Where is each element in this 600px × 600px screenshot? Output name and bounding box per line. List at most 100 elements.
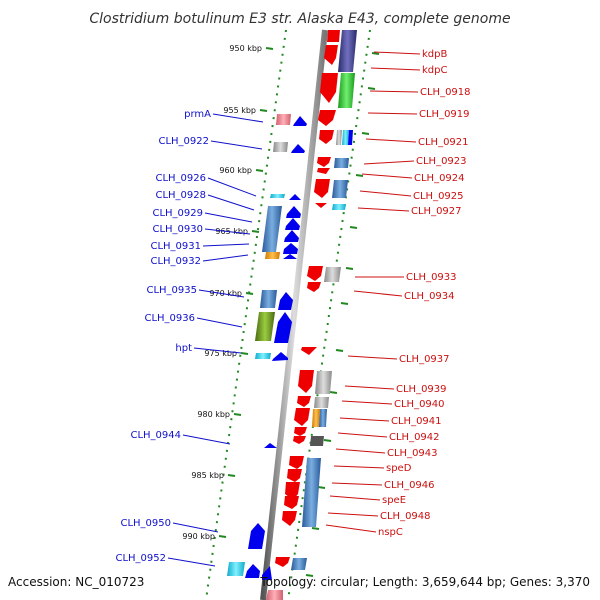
scale-tick (355, 174, 364, 177)
leader-line (182, 434, 231, 445)
leader-line (361, 173, 413, 179)
gene-label[interactable]: CLH_0942 (389, 432, 440, 443)
gene-label[interactable]: CLH_0929 (152, 208, 203, 219)
leader-line (335, 448, 386, 454)
forward-gene-arrow (283, 254, 297, 259)
gene-label[interactable]: CLH_0930 (152, 224, 203, 235)
leader-line (325, 524, 377, 533)
map-title: Clostridium botulinum E3 str. Alaska E43… (89, 11, 510, 27)
gene-label[interactable]: CLH_0921 (418, 137, 469, 148)
scale-label: 955 kbp (223, 106, 256, 115)
scale-tick (233, 413, 242, 416)
scale-tick (251, 230, 260, 233)
leader-line (167, 557, 216, 567)
gene-label[interactable]: kdpC (422, 65, 447, 76)
gene-label[interactable]: hpt (175, 343, 192, 354)
scale-label: 975 kbp (204, 349, 237, 358)
gene-box (255, 353, 271, 359)
leader-line (373, 51, 421, 55)
forward-gene-arrow (285, 218, 300, 230)
gene-label[interactable]: CLH_0944 (130, 430, 181, 441)
gene-label[interactable]: CLH_0934 (404, 291, 455, 302)
reverse-gene-arrow (287, 469, 302, 482)
reverse-gene-arrow (298, 370, 314, 393)
forward-gene-arrow (293, 116, 307, 126)
scale-tick (345, 267, 354, 270)
gene-label[interactable]: CLH_0918 (420, 87, 471, 98)
gene-label[interactable]: CLH_0927 (411, 206, 462, 217)
leader-line (344, 385, 395, 390)
gene-box (265, 252, 280, 259)
leader-line (207, 194, 255, 211)
gene-label[interactable]: CLH_0922 (158, 136, 209, 147)
gene-label[interactable]: prmA (184, 109, 211, 120)
scale-tick (255, 169, 264, 172)
gene-label[interactable]: speD (386, 463, 412, 474)
gene-label[interactable]: kdpB (422, 49, 447, 60)
gene-label[interactable]: CLH_0931 (150, 241, 201, 252)
gene-label[interactable]: CLH_0925 (413, 191, 464, 202)
gene-label[interactable]: CLH_0950 (120, 518, 171, 529)
leader-line (367, 112, 418, 115)
gene-box (312, 409, 320, 427)
reverse-gene-arrow (320, 73, 338, 103)
gene-box (310, 436, 324, 446)
forward-gene-arrow (245, 564, 260, 578)
gene-label[interactable]: CLH_0923 (416, 156, 467, 167)
forward-gene-arrow (284, 230, 299, 242)
scale-tick (245, 292, 254, 295)
gene-label[interactable]: CLH_0946 (384, 480, 435, 491)
gene-label[interactable]: CLH_0940 (394, 399, 445, 410)
scale-label: 990 kbp (182, 532, 215, 541)
leader-line (202, 243, 250, 247)
accession-text: Accession: NC_010723 (8, 575, 144, 589)
gene-label[interactable]: CLH_0924 (414, 173, 465, 184)
forward-gene-arrow (248, 523, 265, 549)
left-gene-labels: prmA CLH_0922 CLH_0926 CLH_0928 CLH_0929… (115, 109, 211, 564)
scale-tick (371, 52, 380, 55)
scale-tick (305, 574, 314, 577)
reverse-gene-arrow (293, 436, 306, 444)
leader-line (207, 177, 257, 197)
gene-box (273, 142, 288, 152)
forward-gene-arrow (283, 243, 298, 254)
gene-label[interactable]: speE (382, 495, 406, 506)
scale-tick (317, 486, 326, 489)
reverse-gene-arrow (307, 266, 323, 281)
gene-label[interactable]: CLH_0936 (144, 313, 195, 324)
gene-label[interactable]: CLH_0939 (396, 384, 447, 395)
scale-tick (367, 87, 376, 90)
right-gene-labels: kdpB kdpC CLH_0918 CLH_0919 CLH_0921 CLH… (378, 49, 471, 538)
scale-label: 970 kbp (209, 289, 242, 298)
gene-label[interactable]: CLH_0932 (150, 256, 201, 267)
reverse-gene-arrow (282, 511, 297, 526)
forward-gene-arrow (272, 352, 288, 361)
leader-line (370, 67, 421, 71)
leader-line (204, 228, 251, 235)
gene-label[interactable]: CLH_0926 (155, 173, 206, 184)
gene-label[interactable]: CLH_0928 (155, 190, 206, 201)
gene-label[interactable]: CLH_0937 (399, 354, 450, 365)
gene-box (324, 267, 341, 282)
scale-label: 960 kbp (219, 166, 252, 175)
leader-line (337, 432, 388, 438)
gene-label[interactable]: CLH_0943 (387, 448, 438, 459)
leader-line (210, 140, 263, 150)
gene-label[interactable]: CLH_0935 (146, 285, 197, 296)
gene-label[interactable]: CLH_0952 (115, 553, 166, 564)
scale-tick (311, 527, 320, 530)
reverse-gene-arrow (275, 557, 290, 567)
leader-line (202, 254, 249, 262)
gene-label[interactable]: CLH_0919 (419, 109, 470, 120)
gene-label[interactable]: CLH_0948 (380, 511, 431, 522)
gene-label[interactable]: CLH_0941 (391, 416, 442, 427)
gene-label[interactable]: CLH_0933 (406, 272, 457, 283)
leader-line (198, 289, 245, 298)
leader-line (193, 347, 242, 354)
reverse-gene-arrow (294, 408, 310, 426)
scale-label: 985 kbp (191, 471, 224, 480)
gene-label[interactable]: nspC (378, 527, 403, 538)
scale-label: 980 kbp (197, 410, 230, 419)
forward-gene-arrow (289, 194, 301, 200)
